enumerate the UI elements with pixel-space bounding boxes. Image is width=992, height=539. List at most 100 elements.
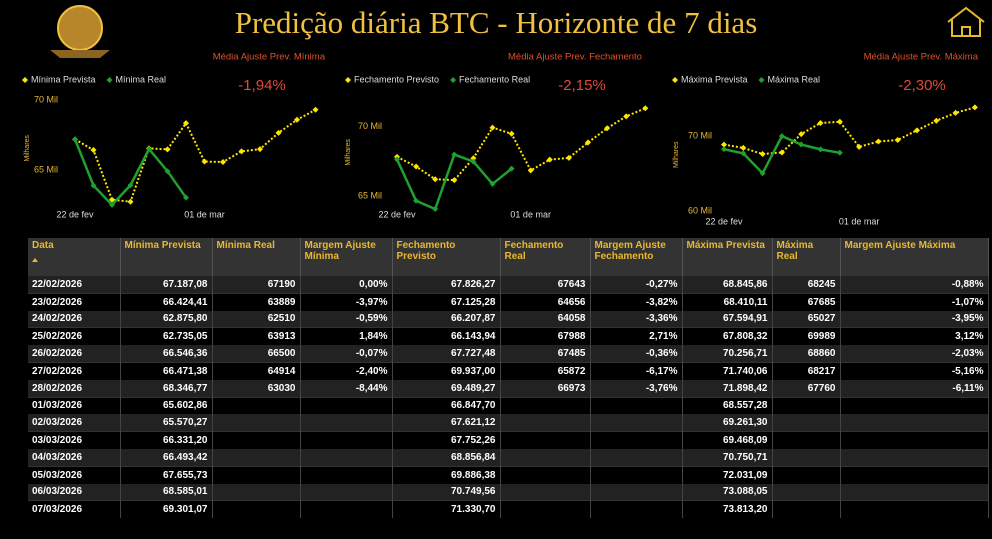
table-cell (500, 483, 591, 501)
table-cell: 64058 (500, 310, 591, 328)
table-cell: 67.808,32 (682, 327, 773, 346)
chart-subtitle: Média Ajuste Prev. Fechamento (508, 52, 642, 63)
table-cell: -6,17% (590, 361, 683, 380)
table-cell: 68860 (772, 345, 841, 363)
data-point (856, 143, 863, 150)
table-row: 22/02/2026 67.187,08 67190 0,00% 67.826,27 67… (28, 276, 989, 294)
data-point (238, 148, 245, 155)
table-cell: 66.424,41 (120, 292, 213, 311)
data-point (721, 141, 727, 148)
table-cell: 68217 (772, 361, 841, 380)
table-row: 02/03/2026 65.570,27 67.621,12 69.261,30 (28, 414, 989, 432)
table-row: 28/02/2026 68.346,77 63030 -8,44% 69.489,27 6… (28, 379, 989, 398)
table-cell (840, 500, 989, 519)
table-cell: 66973 (500, 379, 591, 398)
table-cell: 28/02/2026 (28, 379, 121, 398)
table-cell (300, 431, 393, 449)
home-icon[interactable] (947, 6, 985, 37)
table-cell: 25/02/2026 (28, 327, 121, 346)
y-tick-label: 65 Mil (34, 164, 58, 174)
legend-marker (22, 77, 28, 83)
table-cell: 04/03/2026 (28, 448, 121, 467)
series-line (723, 106, 976, 156)
table-cell (590, 465, 683, 484)
table-cell: 62.875,80 (120, 310, 213, 328)
table-cell: -3,95% (840, 310, 989, 328)
legend-label: Máxima Prevista (681, 74, 748, 84)
table-cell: 66.471,38 (120, 361, 213, 380)
x-tick-label: 01 de mar (184, 209, 225, 219)
table-cell: 67485 (500, 345, 591, 363)
data-point (146, 146, 152, 152)
table-cell: -0,07% (300, 345, 393, 363)
table-cell (840, 483, 989, 501)
table-cell (212, 448, 301, 467)
table-cell (840, 431, 989, 449)
table-cell: 68.410,11 (682, 292, 773, 311)
table-cell: 71.330,70 (392, 500, 501, 519)
table-cell: 69.937,00 (392, 361, 501, 380)
table-cell: 68245 (772, 276, 841, 294)
table-cell: 67685 (772, 292, 841, 311)
table-cell: 67.655,73 (120, 465, 213, 484)
data-point (836, 118, 843, 125)
data-table: Data Mínima Prevista Mínima Real Margem Aju… (28, 238, 989, 519)
table-cell: -6,11% (840, 379, 989, 398)
data-point (90, 147, 97, 154)
table-cell: 69.301,07 (120, 500, 213, 519)
table-cell: 65027 (772, 310, 841, 328)
table-cell: 73.088,05 (682, 483, 773, 501)
table-cell (772, 500, 841, 519)
table-cell: 67.826,27 (392, 276, 501, 294)
table-cell (590, 396, 683, 415)
table-cell: 67.187,08 (120, 276, 213, 294)
table-cell (212, 465, 301, 484)
x-tick-label: 01 de mar (510, 209, 551, 219)
data-point (489, 124, 496, 131)
data-point (413, 163, 420, 170)
table-cell: 69.468,09 (682, 431, 773, 449)
data-point (432, 176, 439, 183)
data-point (312, 106, 319, 113)
legend-marker (345, 77, 351, 83)
data-point (817, 146, 824, 153)
data-point (220, 159, 226, 166)
data-point (642, 105, 649, 112)
sort-arrow (32, 255, 38, 262)
table-cell (840, 465, 989, 484)
table-cell: -5,16% (840, 361, 989, 380)
table-cell: 26/02/2026 (28, 345, 121, 363)
table-row: 07/03/2026 69.301,07 71.330,70 73.813,20 (28, 500, 989, 519)
data-point (109, 196, 115, 203)
table-cell (590, 414, 683, 432)
table-cell: 03/03/2026 (28, 431, 121, 449)
table-cell: 0,00% (300, 276, 393, 294)
table-cell: 70.750,71 (682, 448, 773, 467)
table-cell: 68.585,01 (120, 483, 213, 501)
data-point (413, 197, 420, 204)
table-cell: 72.031,09 (682, 465, 773, 484)
table-row: 06/03/2026 68.585,01 70.749,56 73.088,05 (28, 483, 989, 501)
data-point (604, 125, 611, 132)
table-cell: -3,76% (590, 379, 683, 398)
data-point (798, 131, 805, 138)
bitcoin-logo (57, 5, 103, 51)
y-axis-label: Milhares (24, 135, 31, 162)
data-point (275, 129, 282, 136)
legend-marker (106, 77, 113, 83)
table-cell: 65872 (500, 361, 591, 380)
data-point (470, 158, 477, 165)
table-cell (840, 414, 989, 432)
y-tick-label: 70 Mil (358, 121, 382, 131)
table-cell (590, 448, 683, 467)
column-header[interactable]: Data (28, 238, 121, 276)
table-row: 25/02/2026 62.735,05 63913 1,84% 66.143,94 67… (28, 327, 989, 346)
table-cell (840, 396, 989, 415)
table-cell: -3,36% (590, 310, 683, 328)
table-cell: 2,71% (590, 327, 683, 346)
logo-base (50, 50, 110, 58)
data-point (721, 146, 727, 153)
legend-label: Mínima Real (116, 74, 167, 84)
table-cell: 64656 (500, 292, 591, 311)
